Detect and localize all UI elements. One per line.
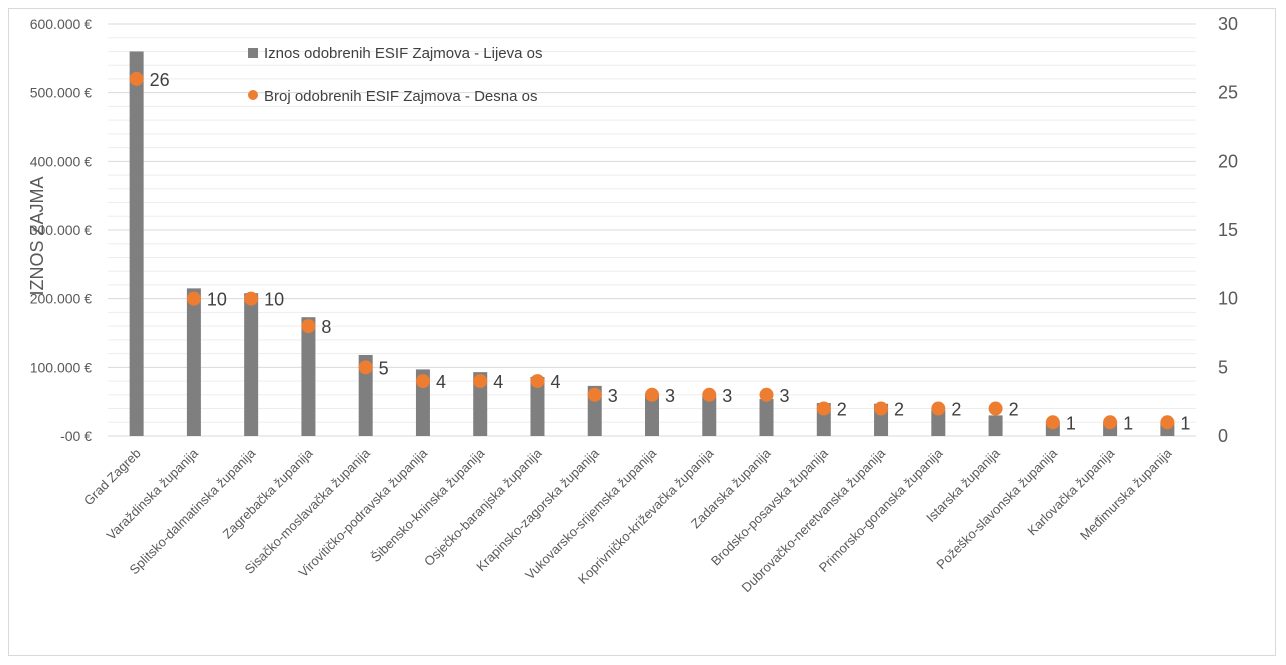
count-data-label: 3 xyxy=(722,386,732,406)
count-data-label: 1 xyxy=(1180,413,1190,433)
count-point xyxy=(759,387,774,402)
count-data-label: 10 xyxy=(264,290,284,310)
count-point xyxy=(415,374,430,389)
left-tick-label: 400.000 € xyxy=(30,153,92,169)
count-point xyxy=(301,319,316,334)
count-point xyxy=(931,401,946,416)
bar xyxy=(129,51,144,436)
count-point xyxy=(244,291,259,306)
legend-point-swatch xyxy=(248,90,258,100)
point-series xyxy=(129,71,1175,430)
count-point xyxy=(702,387,717,402)
right-tick-label: 20 xyxy=(1218,151,1238,171)
bar xyxy=(301,317,316,436)
category-label: Brodsko-posavska županija xyxy=(708,445,832,569)
left-tick-label: 100.000 € xyxy=(30,359,92,375)
legend-point-label: Broj odobrenih ESIF Zajmova - Desna os xyxy=(264,88,537,105)
count-point xyxy=(587,387,602,402)
right-axis-ticks: 0 5 10 15 20 25 30 xyxy=(1218,14,1238,446)
left-tick-label: 500.000 € xyxy=(30,85,92,101)
left-tick-label: 200.000 € xyxy=(30,291,92,307)
count-data-label: 2 xyxy=(837,400,847,420)
bar xyxy=(186,288,201,436)
count-data-label: 2 xyxy=(894,400,904,420)
category-label: Osječko-baranjska županija xyxy=(421,445,545,569)
count-data-label: 4 xyxy=(436,372,446,392)
count-point xyxy=(186,291,201,306)
right-tick-label: 30 xyxy=(1218,14,1238,34)
category-label: Grad Zagreb xyxy=(81,446,144,509)
count-point xyxy=(874,401,889,416)
count-data-label: 4 xyxy=(550,372,560,392)
bar xyxy=(702,396,717,436)
right-tick-label: 25 xyxy=(1218,83,1238,103)
bar xyxy=(530,376,545,436)
right-tick-label: 10 xyxy=(1218,289,1238,309)
left-tick-label: -00 € xyxy=(60,428,92,444)
count-point xyxy=(129,71,144,86)
y-axis-title: IZNOS ZAJMA xyxy=(27,176,47,295)
legend: Iznos odobrenih ESIF Zajmova - Lijeva os… xyxy=(248,45,542,105)
count-point xyxy=(1045,415,1060,430)
count-point xyxy=(530,374,545,389)
count-data-label: 3 xyxy=(608,386,618,406)
left-tick-label: 600.000 € xyxy=(30,16,92,32)
right-tick-label: 5 xyxy=(1218,357,1228,377)
count-data-label: 2 xyxy=(1009,400,1019,420)
data-labels: 26 10 10 8 5 4 4 4 3 3 3 3 2 2 2 2 1 1 1 xyxy=(150,70,1191,433)
count-point xyxy=(473,374,488,389)
count-point xyxy=(1160,415,1175,430)
count-point xyxy=(816,401,831,416)
count-data-label: 26 xyxy=(150,70,170,90)
legend-bar-label: Iznos odobrenih ESIF Zajmova - Lijeva os xyxy=(264,45,542,62)
bar-series xyxy=(129,51,1175,436)
category-label: Šibensko-kninska županija xyxy=(368,445,488,565)
left-axis-ticks: -00 € 100.000 € 200.000 € 300.000 € 400.000 … xyxy=(30,16,92,444)
count-data-label: 3 xyxy=(780,386,790,406)
category-label: Požeško-slavonska županija xyxy=(933,445,1060,572)
bar xyxy=(473,372,488,436)
count-point xyxy=(988,401,1003,416)
chart-frame xyxy=(8,8,1276,656)
category-label: Krapinsko-zagorska županija xyxy=(473,445,602,574)
right-tick-label: 0 xyxy=(1218,426,1228,446)
count-data-label: 4 xyxy=(493,372,503,392)
bar xyxy=(931,409,946,436)
right-tick-label: 15 xyxy=(1218,220,1238,240)
count-data-label: 1 xyxy=(1066,413,1076,433)
count-data-label: 1 xyxy=(1123,413,1133,433)
bar xyxy=(244,293,259,436)
bar xyxy=(358,354,373,436)
bar xyxy=(759,398,774,436)
bar xyxy=(988,415,1003,436)
count-data-label: 3 xyxy=(665,386,675,406)
count-data-label: 2 xyxy=(951,400,961,420)
bar xyxy=(645,394,659,436)
gridlines xyxy=(108,23,1196,437)
count-point xyxy=(358,360,373,375)
legend-bar-swatch xyxy=(248,48,258,58)
count-data-label: 10 xyxy=(207,290,227,310)
count-data-label: 5 xyxy=(379,358,389,378)
count-data-label: 8 xyxy=(321,317,331,337)
left-tick-label: 300.000 € xyxy=(30,222,92,238)
count-point xyxy=(645,387,659,402)
count-point xyxy=(1103,415,1118,430)
